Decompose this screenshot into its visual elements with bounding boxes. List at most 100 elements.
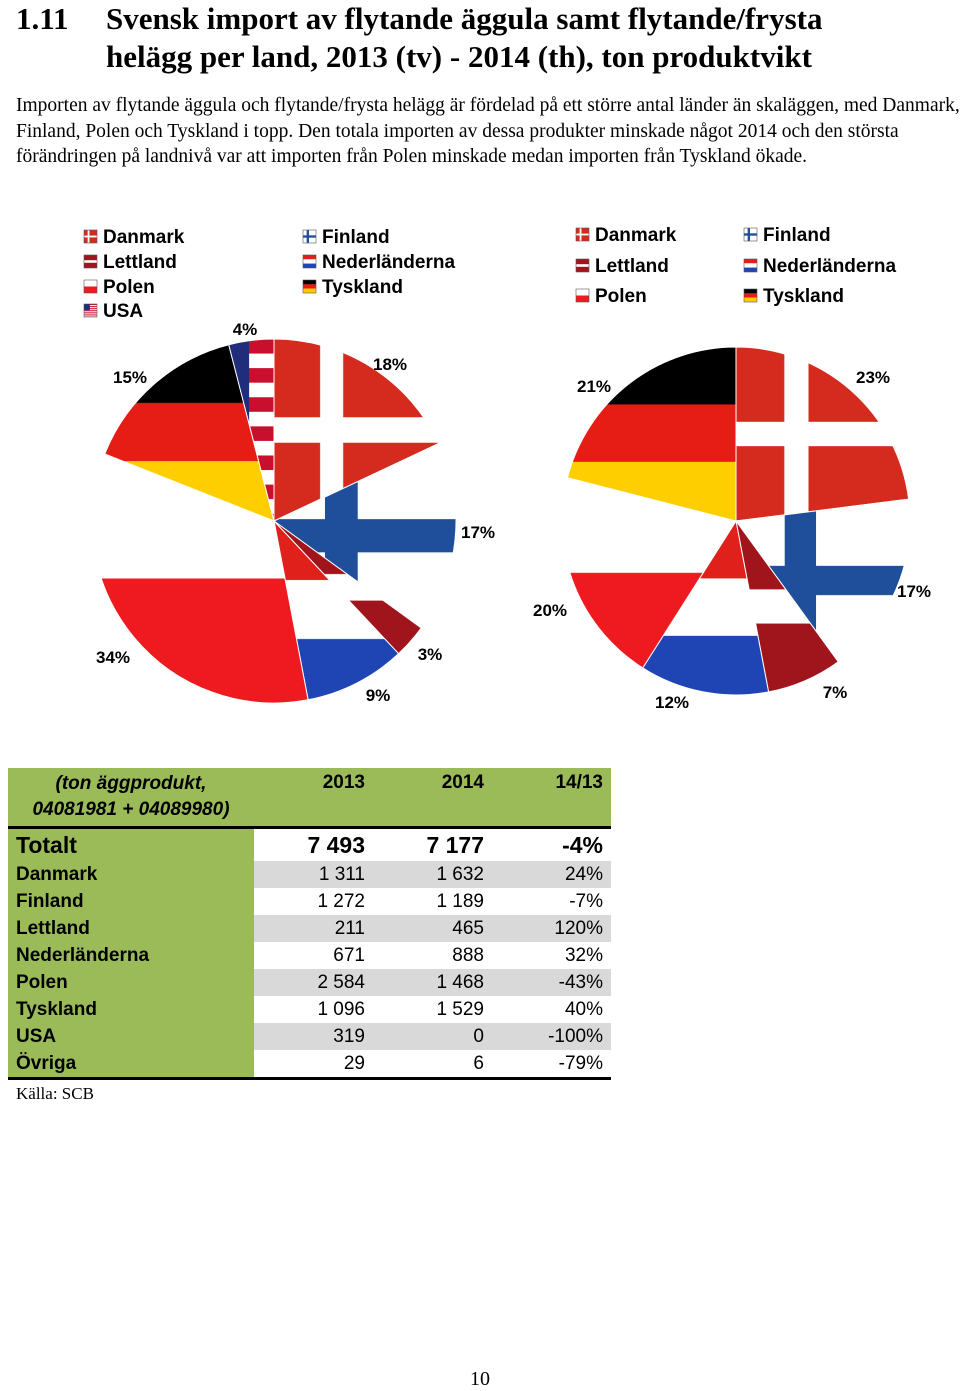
pie-slice-danmark — [735, 346, 910, 522]
pie-2014-labels: 23% 17% 7% 12% 20% 21% — [533, 368, 931, 712]
table-header-2013: 2013 — [254, 768, 373, 828]
table-row: Tyskland 1 096 1 529 40% — [8, 996, 611, 1023]
slice-label-nederlanderna: 9% — [366, 686, 391, 705]
slice-label-tyskland: 21% — [577, 377, 611, 396]
legend-swatch-finland — [302, 229, 317, 244]
row-2014: 1 529 — [373, 996, 492, 1023]
row-label: Nederländerna — [8, 942, 254, 969]
legend-label-danmark: Danmark — [595, 225, 677, 246]
table-header-2014: 2014 — [373, 768, 492, 828]
slice-label-polen: 20% — [533, 601, 567, 620]
import-table: (ton äggprodukt, 04081981 + 04089980) 20… — [8, 768, 611, 1080]
row-label: Finland — [8, 888, 254, 915]
row-2013: 1 311 — [254, 861, 373, 888]
row-label: Övriga — [8, 1050, 254, 1080]
legend-label-finland: Finland — [322, 227, 390, 248]
legend-label-polen: Polen — [595, 286, 647, 307]
row-change: 24% — [492, 861, 611, 888]
row-2013: 319 — [254, 1023, 373, 1050]
table-row: Lettland 211 465 120% — [8, 915, 611, 942]
pie-slice-nederlanderna — [273, 519, 400, 701]
row-change: 40% — [492, 996, 611, 1023]
legend-label-usa: USA — [103, 301, 143, 322]
legend-label-nederlanderna: Nederländerna — [763, 256, 896, 277]
legend-swatch-lettland — [83, 254, 98, 269]
table-row: Finland 1 272 1 189 -7% — [8, 888, 611, 915]
legend-swatch-danmark — [83, 229, 98, 244]
slice-label-lettland: 7% — [823, 683, 848, 702]
slice-label-usa: 4% — [233, 320, 258, 339]
row-label: Totalt — [8, 826, 254, 861]
title-line-2: helägg per land, 2013 (tv) - 2014 (th), … — [106, 39, 812, 74]
pie-slice-tyskland — [104, 344, 275, 522]
row-2013: 2 584 — [254, 969, 373, 996]
pie-slice-tyskland — [566, 346, 737, 522]
slice-label-polen: 34% — [96, 648, 130, 667]
row-2014: 6 — [373, 1050, 492, 1080]
table-header-label: (ton äggprodukt, 04081981 + 04089980) — [8, 768, 254, 828]
row-2014: 1 632 — [373, 861, 492, 888]
row-change: -79% — [492, 1050, 611, 1080]
legend-2014: Danmark Finland Lettland Nederländerna Polen… — [575, 225, 896, 307]
legend-label-tyskland: Tyskland — [322, 277, 403, 298]
table-header-change: 14/13 — [492, 768, 611, 828]
legend-label-nederlanderna: Nederländerna — [322, 252, 455, 273]
row-2014: 7 177 — [373, 826, 492, 861]
row-change: -7% — [492, 888, 611, 915]
row-2014: 465 — [373, 915, 492, 942]
row-change: 120% — [492, 915, 611, 942]
row-2013: 1 272 — [254, 888, 373, 915]
pie-slice-finland — [735, 498, 911, 663]
pie-2013-labels: 18% 17% 3% 9% 34% 15% 4% — [96, 320, 495, 705]
page-title: 1.11 Svensk import av flytande äggula sam… — [16, 0, 946, 76]
legend-label-lettland: Lettland — [595, 256, 669, 277]
row-2013: 7 493 — [254, 826, 373, 861]
row-2013: 29 — [254, 1050, 373, 1080]
pie-slice-nederlanderna — [642, 519, 770, 696]
legend-label-danmark: Danmark — [103, 227, 185, 248]
row-2014: 888 — [373, 942, 492, 969]
pie-charts: Danmark Finland Lettland Nederländerna Polen… — [83, 225, 931, 712]
slice-label-danmark: 18% — [373, 355, 407, 374]
pie-slice-finland — [273, 442, 457, 629]
row-label: USA — [8, 1023, 254, 1050]
legend-swatch-danmark — [575, 227, 590, 242]
row-2013: 1 096 — [254, 996, 373, 1023]
pie-slice-polen — [91, 453, 309, 704]
slice-label-lettland: 3% — [418, 645, 443, 664]
section-number: 1.11 — [16, 1, 69, 36]
legend-2013: Danmark Finland Lettland Nederländerna Polen… — [83, 227, 455, 322]
source-note: Källa: SCB — [16, 1084, 94, 1103]
legend-swatch-tyskland — [302, 279, 317, 294]
table-row-total: Totalt 7 493 7 177 -4% — [8, 826, 611, 861]
row-2013: 211 — [254, 915, 373, 942]
row-change: -4% — [492, 826, 611, 861]
title-line-1: Svensk import av flytande äggula samt fl… — [106, 1, 823, 36]
legend-label-lettland: Lettland — [103, 252, 177, 273]
legend-swatch-finland — [743, 227, 758, 242]
pie-slice-usa — [228, 338, 275, 522]
row-2014: 1 468 — [373, 969, 492, 996]
slice-label-danmark: 23% — [856, 368, 890, 387]
legend-swatch-polen — [575, 288, 590, 303]
pie-2013 — [91, 338, 457, 704]
row-label: Tyskland — [8, 996, 254, 1023]
pie-slice-danmark — [273, 338, 440, 522]
legend-label-tyskland: Tyskland — [763, 286, 844, 307]
table-row: Övriga 29 6 -79% — [8, 1050, 611, 1080]
row-2014: 1 189 — [373, 888, 492, 915]
table-row: Polen 2 584 1 468 -43% — [8, 969, 611, 996]
table-header-row: (ton äggprodukt, 04081981 + 04089980) 20… — [8, 768, 611, 828]
row-change: -43% — [492, 969, 611, 996]
table-row: Danmark 1 311 1 632 24% — [8, 861, 611, 888]
legend-swatch-usa — [83, 303, 98, 318]
legend-swatch-lettland — [575, 258, 590, 273]
slice-label-tyskland: 15% — [113, 368, 147, 387]
row-label: Lettland — [8, 915, 254, 942]
page-number: 10 — [470, 1368, 490, 1390]
legend-swatch-polen — [83, 279, 98, 294]
row-label: Polen — [8, 969, 254, 996]
legend-swatch-tyskland — [743, 288, 758, 303]
slice-label-nederlanderna: 12% — [655, 693, 689, 712]
slice-label-finland: 17% — [897, 582, 931, 601]
